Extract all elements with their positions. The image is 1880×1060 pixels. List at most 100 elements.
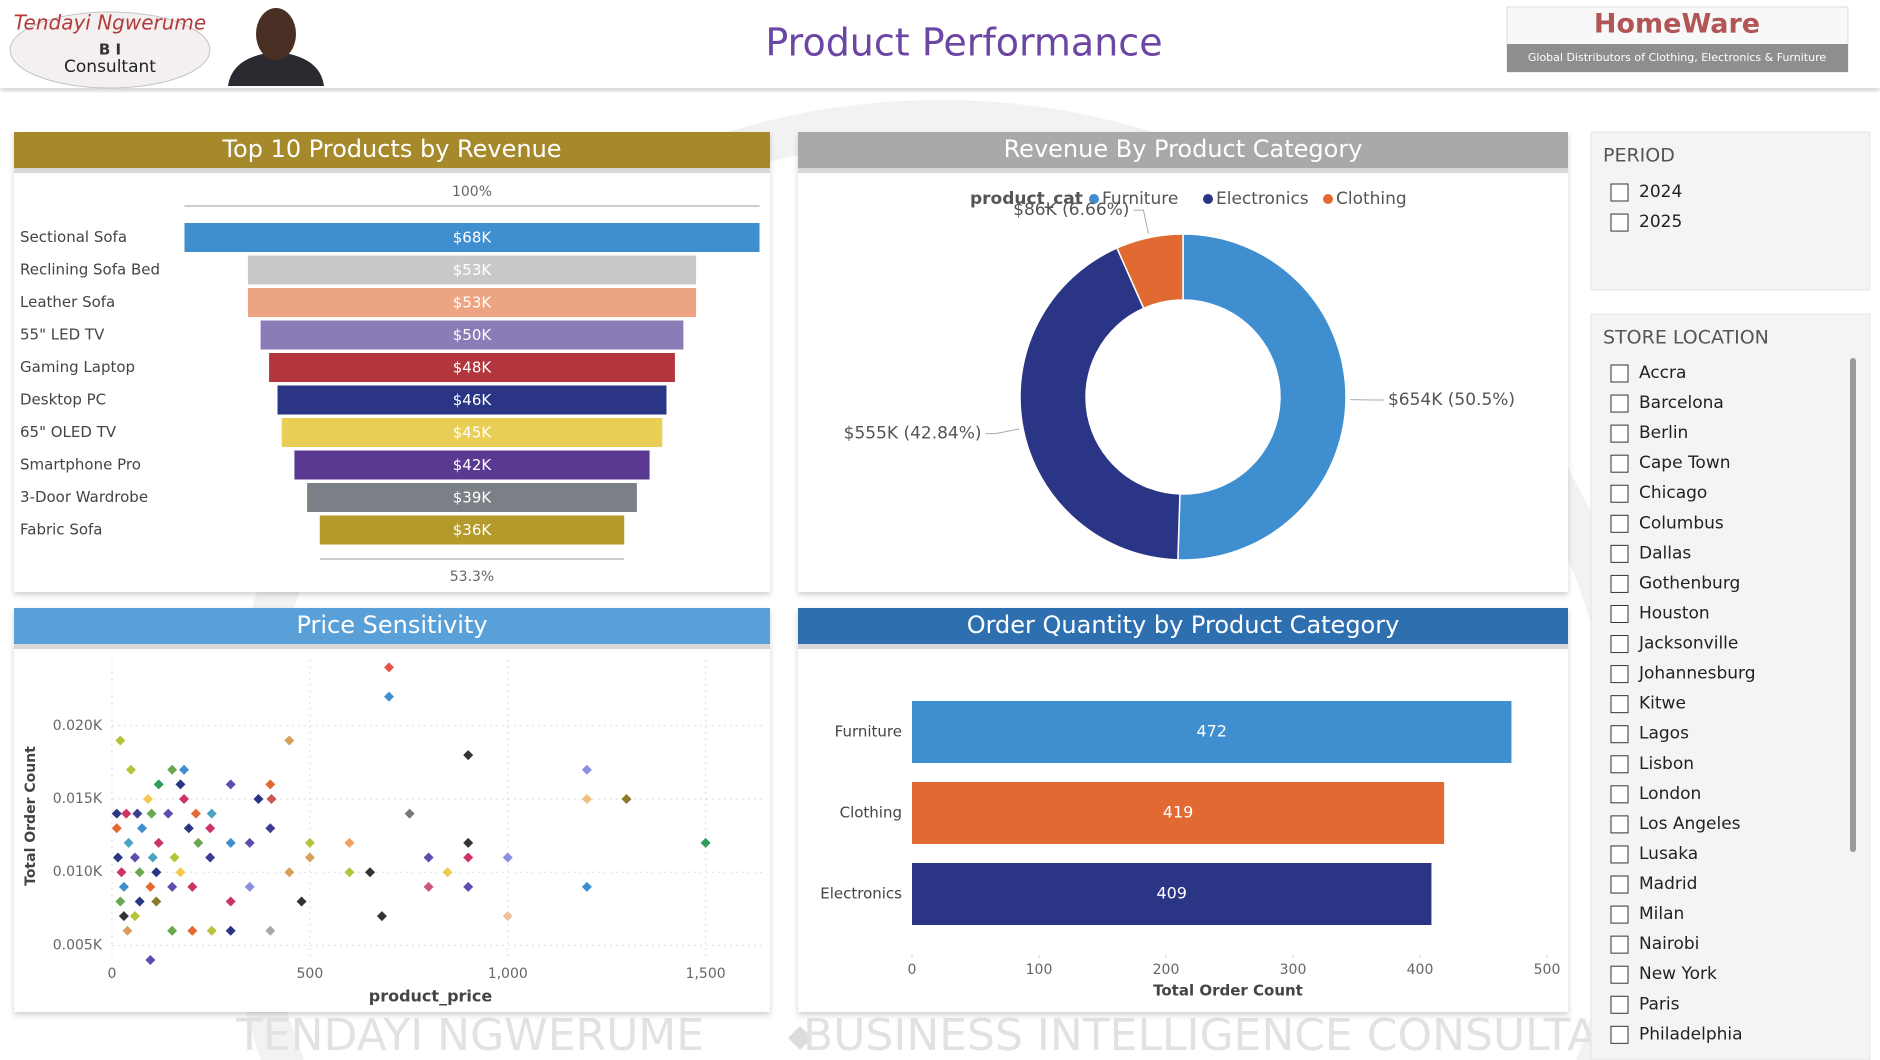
watermark-text: TENDAYI NGWERUME bbox=[235, 1010, 704, 1060]
checkbox[interactable] bbox=[1610, 484, 1629, 503]
funnel-bar bbox=[247, 288, 697, 317]
slicer-item[interactable]: 2025 bbox=[1639, 212, 1682, 232]
point bbox=[163, 808, 174, 819]
category-label: Sectional Sofa bbox=[20, 228, 127, 246]
point bbox=[151, 896, 162, 907]
slicer-item[interactable]: Lisbon bbox=[1639, 754, 1694, 774]
checkbox[interactable] bbox=[1610, 213, 1629, 232]
value-label: $48K bbox=[453, 359, 493, 377]
slicer-item[interactable]: Milan bbox=[1639, 904, 1684, 924]
category-label: 65" OLED TV bbox=[20, 423, 117, 441]
slicer-item[interactable]: Columbus bbox=[1639, 513, 1724, 533]
checkbox[interactable] bbox=[1610, 183, 1629, 202]
slicer-item[interactable]: Accra bbox=[1639, 363, 1686, 383]
legend-swatch bbox=[1089, 194, 1099, 204]
funnel-bar bbox=[260, 320, 684, 350]
checkbox[interactable] bbox=[1610, 845, 1629, 864]
point bbox=[132, 808, 143, 819]
checkbox[interactable] bbox=[1610, 935, 1629, 954]
point bbox=[111, 808, 122, 819]
point bbox=[344, 837, 355, 848]
panel-header bbox=[798, 132, 1568, 168]
point bbox=[129, 911, 140, 922]
checkbox[interactable] bbox=[1610, 394, 1629, 413]
point bbox=[304, 852, 315, 863]
checkbox[interactable] bbox=[1610, 755, 1629, 774]
category-label: Reclining Sofa Bed bbox=[20, 261, 160, 279]
checkbox[interactable] bbox=[1610, 725, 1629, 744]
checkbox[interactable] bbox=[1610, 454, 1629, 473]
slicer-item[interactable]: Berlin bbox=[1639, 423, 1688, 443]
slicer-item[interactable]: Lusaka bbox=[1639, 844, 1698, 864]
value-label: $53K bbox=[453, 261, 493, 279]
checkbox[interactable] bbox=[1610, 604, 1629, 623]
point bbox=[179, 794, 190, 805]
checkbox[interactable] bbox=[1610, 785, 1629, 804]
point bbox=[265, 925, 276, 936]
slicer-item[interactable]: Barcelona bbox=[1639, 393, 1724, 413]
checkbox[interactable] bbox=[1610, 965, 1629, 984]
slicer-item[interactable]: Lagos bbox=[1639, 724, 1689, 744]
slicer-item[interactable]: Philadelphia bbox=[1639, 1024, 1743, 1044]
donut-slice bbox=[1115, 233, 1184, 310]
checkbox[interactable] bbox=[1610, 544, 1629, 563]
slicer-item[interactable]: London bbox=[1639, 784, 1701, 804]
bar bbox=[912, 863, 1432, 925]
slicer-item[interactable]: Cape Town bbox=[1639, 453, 1731, 473]
checkbox[interactable] bbox=[1610, 1025, 1629, 1044]
checkbox[interactable] bbox=[1610, 574, 1629, 593]
point bbox=[225, 779, 236, 790]
point bbox=[423, 881, 434, 892]
checkbox[interactable] bbox=[1610, 665, 1629, 684]
value-label: $39K bbox=[453, 489, 493, 507]
checkbox[interactable] bbox=[1610, 815, 1629, 834]
checkbox[interactable] bbox=[1610, 514, 1629, 533]
point bbox=[151, 867, 162, 878]
point bbox=[183, 823, 194, 834]
slicer-item[interactable]: Paris bbox=[1639, 994, 1680, 1014]
x-tick-label: 1,500 bbox=[686, 966, 726, 982]
slicer-item[interactable]: Dallas bbox=[1639, 543, 1691, 563]
checkbox[interactable] bbox=[1610, 875, 1629, 894]
point bbox=[344, 867, 355, 878]
point bbox=[205, 823, 216, 834]
category-label: Furniture bbox=[835, 723, 902, 741]
checkbox[interactable] bbox=[1610, 424, 1629, 443]
point bbox=[115, 896, 126, 907]
slicer-item[interactable]: Nairobi bbox=[1639, 934, 1699, 954]
funnel-bar bbox=[294, 450, 650, 480]
point bbox=[225, 925, 236, 936]
brand-tagline: Global Distributors of Clothing, Electro… bbox=[1528, 51, 1826, 64]
slicer-item[interactable]: Kitwe bbox=[1639, 694, 1686, 714]
category-label: Clothing bbox=[840, 804, 902, 822]
checkbox[interactable] bbox=[1610, 695, 1629, 714]
checkbox[interactable] bbox=[1610, 995, 1629, 1014]
slicer-item[interactable]: Chicago bbox=[1639, 483, 1707, 503]
point bbox=[167, 925, 178, 936]
panel-header-rule bbox=[798, 644, 1568, 649]
funnel-bar bbox=[269, 353, 675, 382]
slicer-item[interactable]: Madrid bbox=[1639, 874, 1697, 894]
slicer-panel bbox=[1590, 131, 1871, 291]
slicer-item[interactable]: Los Angeles bbox=[1639, 814, 1741, 834]
point bbox=[621, 794, 632, 805]
slicer-item[interactable]: New York bbox=[1639, 964, 1717, 984]
slicer-item[interactable]: 2024 bbox=[1639, 182, 1682, 202]
category-label: Smartphone Pro bbox=[20, 456, 141, 474]
category-label: Electronics bbox=[820, 885, 902, 903]
slicer-item[interactable]: Gothenburg bbox=[1639, 573, 1740, 593]
checkbox[interactable] bbox=[1610, 905, 1629, 924]
slicer-item[interactable]: Houston bbox=[1639, 603, 1710, 623]
checkbox[interactable] bbox=[1610, 364, 1629, 383]
panel-header bbox=[798, 608, 1568, 644]
point bbox=[145, 955, 156, 965]
slicer-item[interactable]: Johannesburg bbox=[1638, 664, 1756, 684]
slicer-item[interactable]: Jacksonville bbox=[1638, 634, 1738, 654]
point bbox=[116, 867, 127, 878]
y-tick-label: 0.010K bbox=[53, 864, 103, 880]
checkbox[interactable] bbox=[1610, 635, 1629, 654]
point bbox=[365, 867, 376, 878]
value-label: $36K bbox=[453, 521, 493, 539]
funnel-bottom-label: 53.3% bbox=[450, 569, 494, 585]
panel-header bbox=[14, 608, 770, 644]
